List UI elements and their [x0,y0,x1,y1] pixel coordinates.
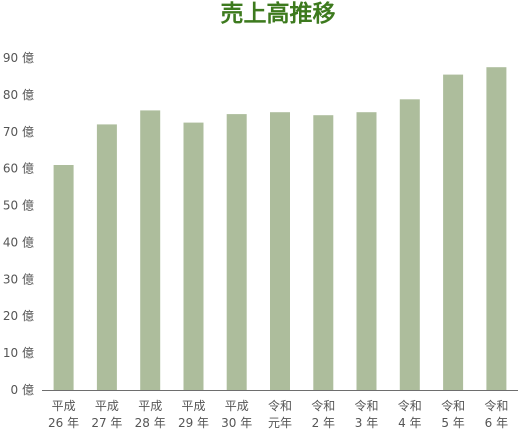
y-tick-label: 20 億 [3,309,34,323]
bar [399,99,420,391]
bar [356,112,377,390]
x-tick-label-era: 令和 [398,398,422,413]
x-tick-label-year: 28 年 [135,416,166,430]
bar [313,115,334,390]
x-tick-label-year: 3 年 [355,416,378,430]
x-tick-label-year: 6 年 [485,416,508,430]
y-tick-label: 30 億 [3,272,34,286]
x-tick-label-year: 30 年 [221,416,252,430]
x-tick-label-year: 4 年 [398,416,421,430]
x-tick-label-year: 26 年 [48,416,79,430]
bar [183,122,204,390]
x-tick-label-year: 29 年 [178,416,209,430]
y-tick-label: 40 億 [3,235,34,249]
y-tick-label: 80 億 [3,88,34,102]
x-tick-label-era: 令和 [354,398,378,413]
x-tick-label-era: 令和 [441,398,465,413]
bar [140,110,161,391]
y-tick-label: 0 億 [11,383,34,397]
bar [226,114,247,390]
y-tick-label: 10 億 [3,346,34,360]
y-tick-label: 70 億 [3,125,34,139]
x-tick-label-era: 令和 [484,398,508,413]
x-tick-label-year: 2 年 [312,416,335,430]
chart-title: 売上高推移 [221,0,336,27]
bar [270,112,290,390]
bar [53,165,74,390]
bars [53,67,507,391]
x-tick-label-era: 平成 [225,399,249,413]
x-tick-label-year: 5 年 [441,416,464,430]
bar [486,67,507,390]
bar [443,74,464,390]
x-tick-label-era: 令和 [268,398,292,413]
x-tick-label-era: 平成 [52,399,76,413]
x-tick-label-year: 27 年 [91,416,122,430]
x-tick-label-era: 令和 [311,398,335,413]
x-tick-label-era: 平成 [181,399,205,413]
x-tick-label-era: 平成 [138,399,162,413]
x-tick-label-era: 平成 [95,399,119,413]
y-tick-label: 50 億 [3,199,34,213]
bar [96,124,117,391]
x-tick-label-year: 元年 [268,416,292,430]
y-axis-ticks: 0 億 10 億 20 億 30 億 40 億 50 億 60 億 70 億 80 億 90 億 [3,51,34,397]
y-tick-label: 60 億 [3,162,34,176]
y-tick-label: 90 億 [3,51,34,65]
